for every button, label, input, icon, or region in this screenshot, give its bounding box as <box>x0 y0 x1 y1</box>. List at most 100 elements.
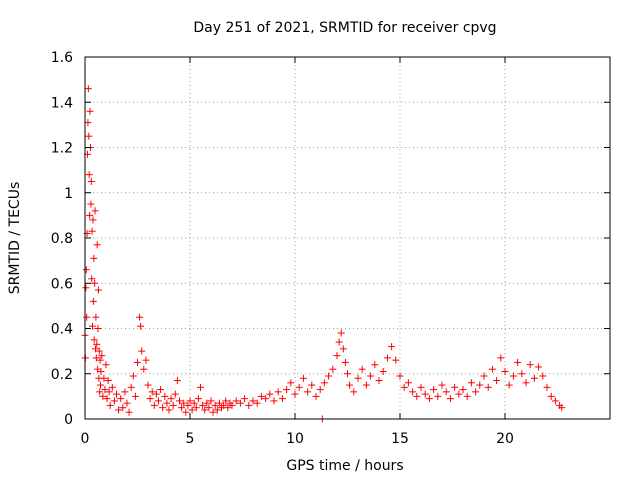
data-point <box>400 383 408 391</box>
data-point <box>287 379 295 387</box>
y-axis-label: SRMTID / TECUs <box>7 182 23 295</box>
data-point <box>316 386 324 394</box>
data-point <box>201 406 209 414</box>
data-point <box>125 408 133 416</box>
data-point <box>396 372 404 380</box>
data-point <box>551 397 559 405</box>
data-point <box>539 372 547 380</box>
data-point <box>110 397 118 405</box>
data-point <box>91 279 99 287</box>
data-point <box>484 383 492 391</box>
data-point <box>209 408 217 416</box>
data-point <box>92 354 100 362</box>
data-point <box>522 379 530 387</box>
data-point <box>173 377 181 385</box>
data-point <box>89 216 97 224</box>
data-point <box>249 397 257 405</box>
data-point <box>89 322 97 330</box>
data-point <box>194 395 202 403</box>
data-point <box>129 372 137 380</box>
data-point <box>102 361 110 369</box>
data-point <box>121 388 129 396</box>
y-tick-label: 1.4 <box>51 95 73 111</box>
data-point <box>304 388 312 396</box>
data-point <box>152 390 160 398</box>
data-point <box>84 119 92 127</box>
chart-title: Day 251 of 2021, SRMTID for receiver cpv… <box>193 20 496 36</box>
x-tick-label: 10 <box>286 431 304 447</box>
data-point <box>127 383 135 391</box>
data-point <box>90 336 98 344</box>
data-point <box>117 395 125 403</box>
data-point <box>86 107 94 115</box>
data-point <box>86 211 94 219</box>
data-point <box>88 275 96 283</box>
data-point <box>446 395 454 403</box>
data-point <box>413 392 421 400</box>
data-point <box>192 404 200 412</box>
data-point <box>215 399 223 407</box>
data-point <box>96 388 104 396</box>
data-point <box>392 356 400 364</box>
data-point <box>106 401 114 409</box>
data-point <box>274 388 282 396</box>
data-point <box>161 392 169 400</box>
data-point <box>333 352 341 360</box>
data-point <box>103 395 111 403</box>
data-point <box>278 395 286 403</box>
data-point <box>182 408 190 416</box>
x-axis-label: GPS time / hours <box>286 458 403 474</box>
data-point <box>337 329 345 337</box>
data-point <box>98 352 106 360</box>
data-point <box>558 404 566 412</box>
data-point <box>371 361 379 369</box>
data-point <box>232 397 240 405</box>
data-point <box>165 406 173 414</box>
data-point <box>90 254 98 262</box>
data-point <box>87 200 95 208</box>
data-point <box>434 392 442 400</box>
y-tick-label: 0.4 <box>51 322 73 338</box>
data-point <box>93 241 101 249</box>
data-point <box>159 404 167 412</box>
data-point <box>213 406 221 414</box>
axis-ticks: 0 0.2 0.4 0.6 0.8 1 1.2 1.4 1.6 0 5 10 15 20 <box>51 50 610 447</box>
data-point <box>146 395 154 403</box>
grid-lines <box>85 57 610 419</box>
data-point <box>266 390 274 398</box>
data-point <box>100 374 108 382</box>
data-point <box>113 390 120 398</box>
data-point <box>329 365 337 373</box>
data-point <box>155 397 162 405</box>
data-point <box>388 343 396 351</box>
data-point <box>205 404 213 412</box>
data-point <box>87 177 95 185</box>
x-tick-label: 5 <box>186 431 195 447</box>
data-point <box>472 388 480 396</box>
data-point <box>509 372 517 380</box>
data-point <box>197 383 204 391</box>
data-point <box>530 374 538 382</box>
data-point <box>409 388 417 396</box>
data-point <box>526 361 534 369</box>
data-point <box>270 397 278 405</box>
y-tick-label: 0.2 <box>51 367 73 383</box>
data-point <box>335 338 343 346</box>
data-point <box>92 313 100 321</box>
data-point <box>442 388 450 396</box>
data-point <box>425 395 433 403</box>
data-point <box>82 284 90 292</box>
data-point <box>93 340 101 348</box>
data-point <box>140 365 148 373</box>
data-point <box>190 399 198 407</box>
data-point <box>97 381 105 389</box>
y-tick-label: 0.8 <box>51 231 73 247</box>
data-point <box>341 358 349 366</box>
data-point <box>375 377 383 385</box>
data-point <box>547 392 555 400</box>
data-point <box>169 401 177 409</box>
data-point <box>180 399 188 407</box>
data-point <box>84 85 92 93</box>
data-point <box>108 383 116 391</box>
